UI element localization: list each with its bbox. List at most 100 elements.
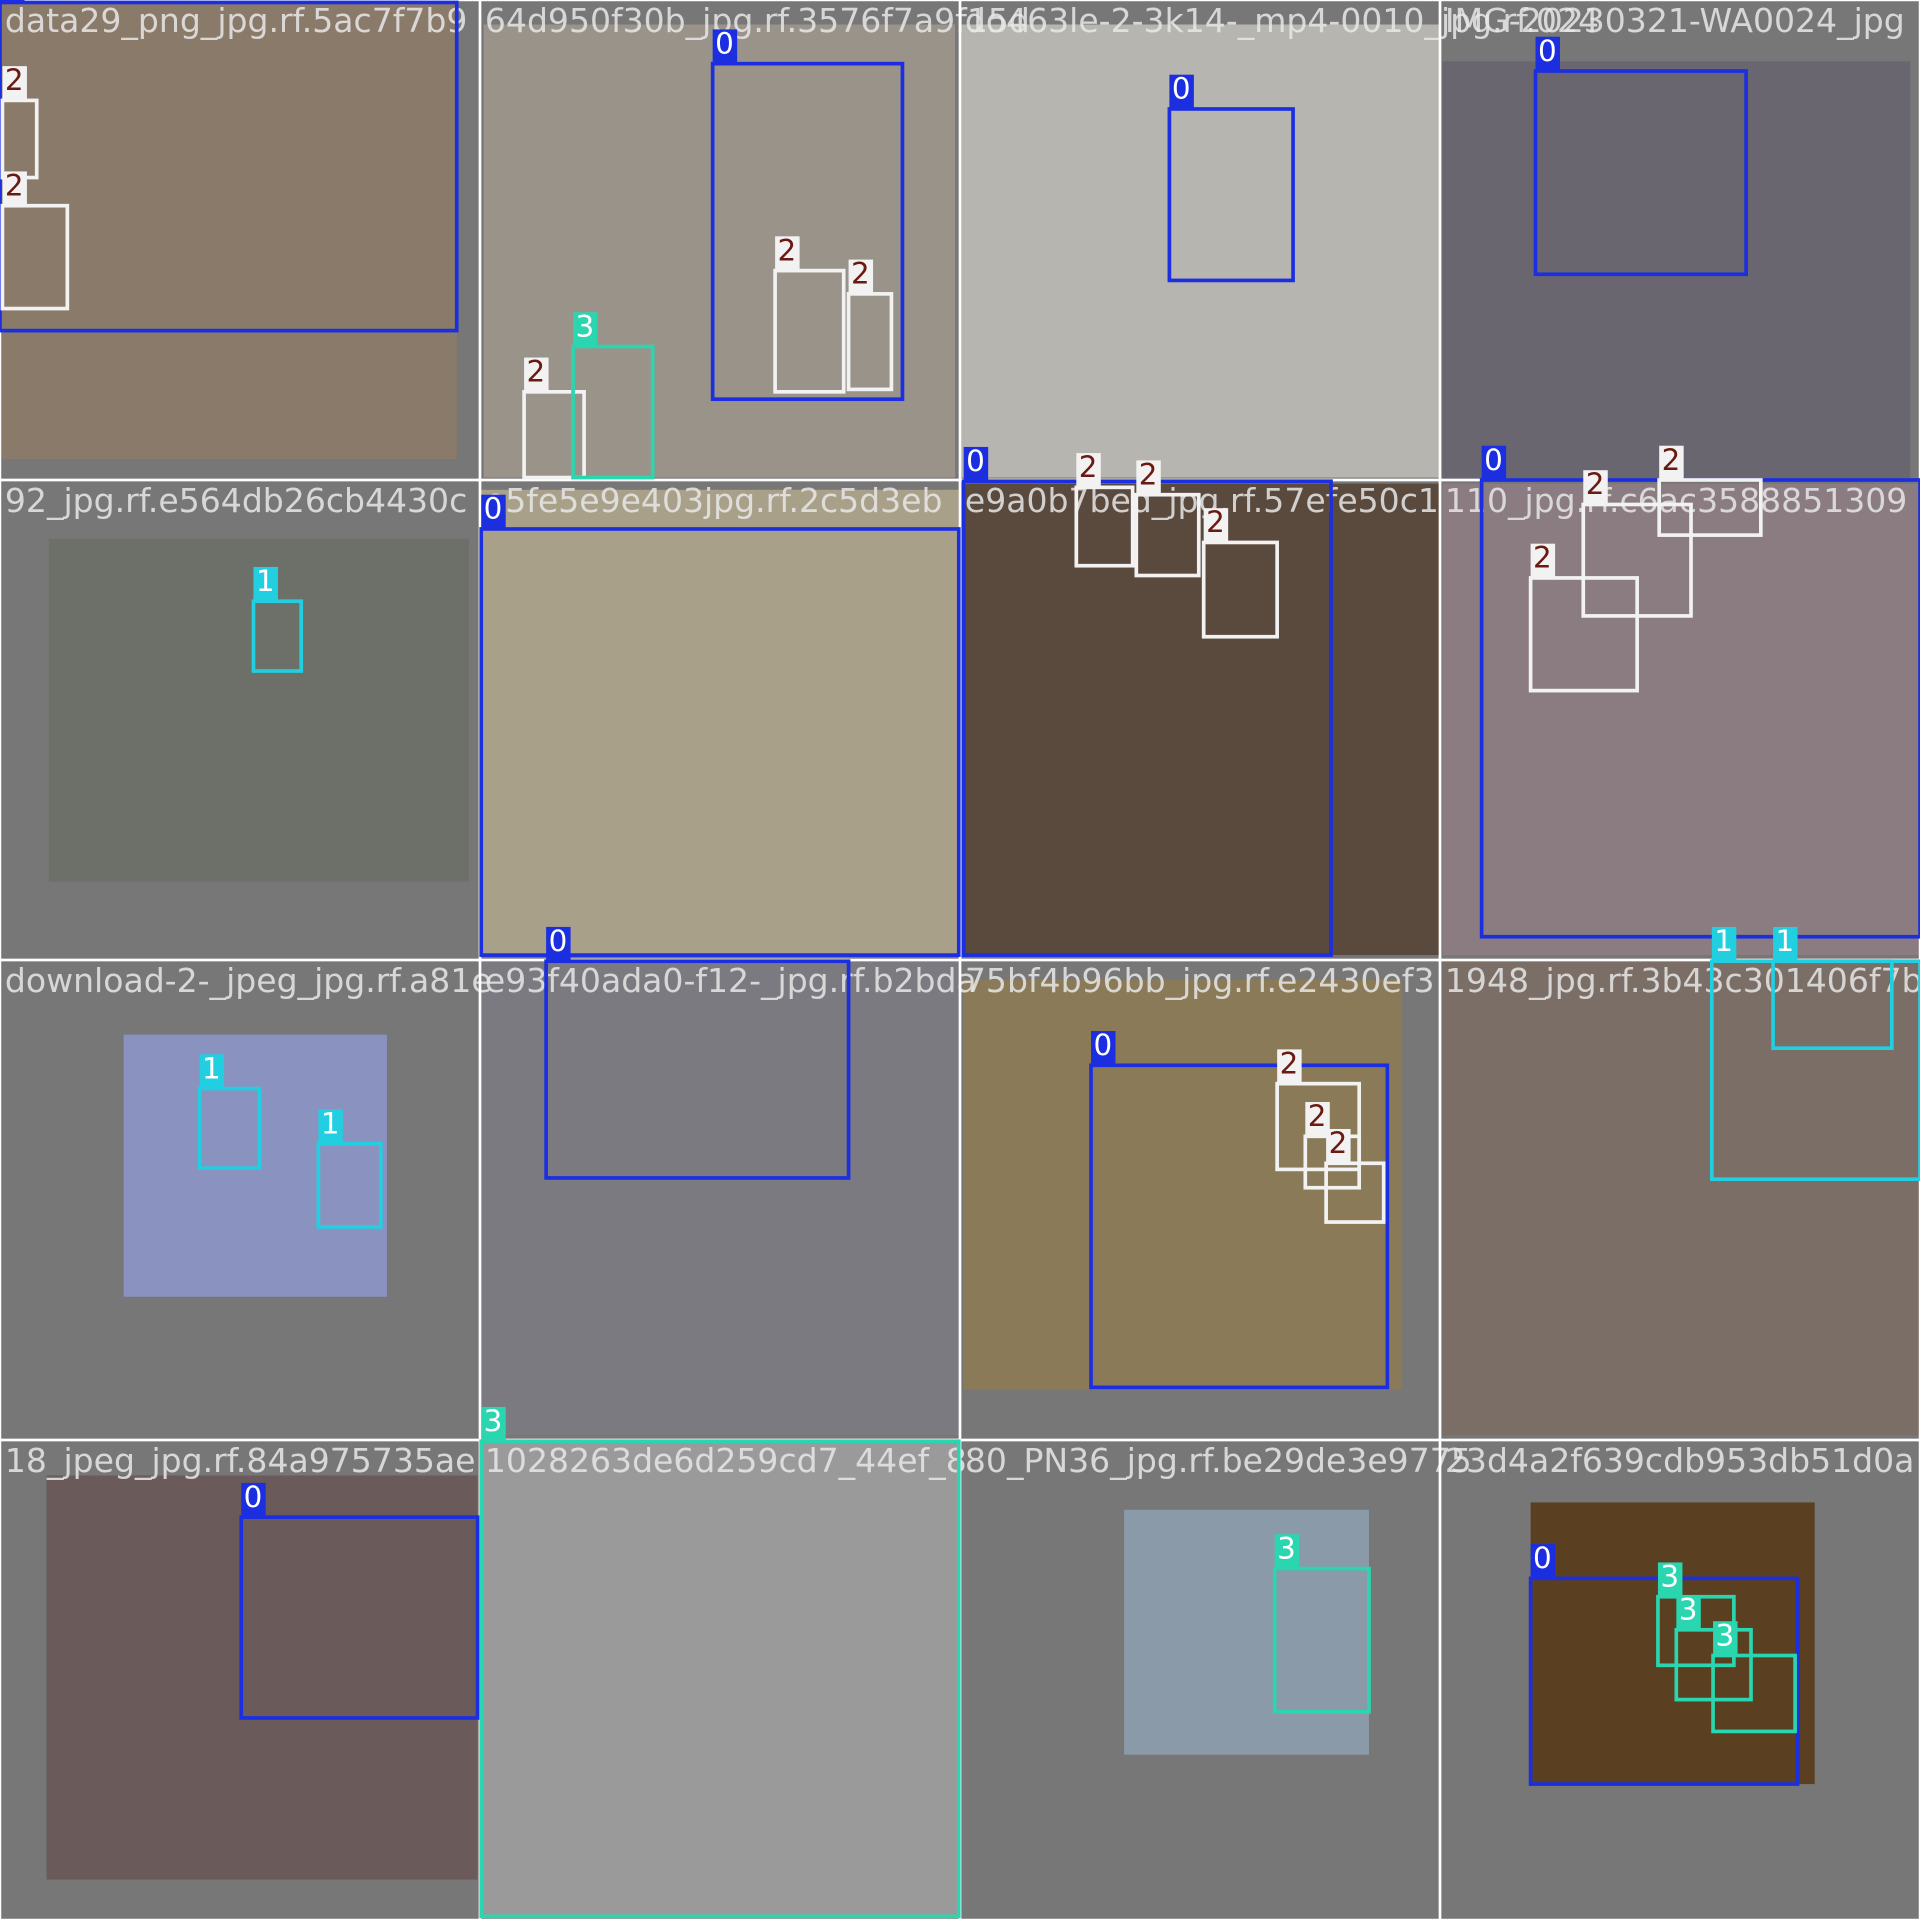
box-label: 3	[1716, 1618, 1735, 1652]
bounding-box	[197, 1086, 262, 1170]
box-label: 2	[1329, 1126, 1348, 1160]
box-label: 1	[321, 1106, 340, 1140]
box-label-bg	[1277, 1049, 1302, 1084]
box-label-bg	[1481, 445, 1507, 480]
bounding-box	[1134, 492, 1201, 578]
filename: 64d950f30b_jpg.rf.3576f7a9f15d	[485, 1, 1030, 40]
box-label-bg	[2, 171, 27, 206]
box-label-bg	[199, 1054, 225, 1089]
bounding-box	[1533, 69, 1748, 277]
box-label: 3	[1660, 1559, 1679, 1593]
filename: 1028263de6d259cd7_44ef_8	[485, 1441, 967, 1480]
tile-border	[1438, 1438, 1920, 1920]
image-region	[1442, 483, 1920, 956]
bounding-box	[1201, 540, 1279, 639]
box-label-bg	[712, 29, 738, 64]
box-label: 2	[527, 355, 546, 389]
image-region	[963, 979, 1403, 1390]
box-label: 3	[576, 309, 595, 343]
filename: e93f40ada0-f12-_jpg.rf.b2bda	[485, 961, 977, 1000]
box-label-bg	[1711, 926, 1737, 962]
filename: IMG-20230321-WA0024_jpg	[1445, 1, 1905, 40]
box-label: 2	[1206, 505, 1225, 539]
box-label: 0	[549, 924, 568, 958]
box-label-bg	[2, 66, 27, 101]
box-label-bg	[1713, 1621, 1738, 1656]
box-label: 2	[1139, 457, 1158, 491]
box-label-bg	[253, 566, 278, 602]
box-label-bg	[481, 1406, 506, 1442]
bounding-box	[0, 0, 459, 333]
box-label-bg	[524, 357, 549, 392]
image-region	[0, 0, 457, 460]
box-label: 2	[5, 168, 24, 202]
box-label-bg	[1676, 1595, 1701, 1630]
image-region	[1530, 1502, 1815, 1785]
box-label: 1	[1714, 924, 1733, 958]
box-label-bg	[1136, 460, 1161, 495]
box-label: 0	[1172, 72, 1191, 106]
box-label-bg	[241, 1482, 266, 1518]
box-label: 2	[5, 63, 24, 97]
box-label: 0	[244, 1480, 263, 1514]
box-label-bg	[1091, 1031, 1116, 1066]
box-label-bg	[1530, 1544, 1556, 1579]
box-label: 3	[1679, 1593, 1698, 1627]
box-label-bg	[1659, 445, 1684, 480]
filename: 110_jpg.rf.c6ac3588851309	[1445, 481, 1907, 520]
box-label: 0	[715, 26, 734, 60]
image-region	[481, 489, 959, 956]
box-label: 2	[1662, 443, 1681, 477]
image-region	[963, 483, 1440, 956]
image-region	[481, 961, 959, 1436]
bounding-box	[571, 344, 655, 480]
box-label: 2	[1533, 541, 1552, 575]
bounding-box	[0, 203, 70, 311]
box-label: 3	[484, 1404, 503, 1438]
bounding-box	[479, 1439, 961, 1919]
bounding-box	[1711, 1653, 1797, 1734]
box-label: 0	[484, 492, 503, 526]
box-label: 2	[1586, 467, 1605, 501]
box-label-bg	[1274, 1534, 1300, 1569]
box-label: 0	[1538, 34, 1557, 68]
box-label-bg	[1530, 543, 1556, 578]
filename: 18_jpeg_jpg.rf.84a975735ae	[5, 1441, 476, 1480]
box-label: 2	[1280, 1046, 1299, 1080]
box-label-bg	[1326, 1128, 1351, 1164]
filename: data29_png_jpg.rf.5ac7f7b9	[5, 1, 468, 40]
filename: do463le-2-3k14-_mp4-0010_jpg.rf.024	[965, 1, 1599, 40]
box-label-bg	[1076, 453, 1101, 488]
bounding-box	[1275, 1081, 1362, 1172]
bounding-box	[544, 959, 851, 1180]
box-label: 3	[1277, 1531, 1296, 1565]
box-label-bg	[1583, 470, 1608, 505]
bounding-box	[316, 1141, 383, 1229]
bounding-box	[1771, 959, 1894, 1050]
filename: download-2-_jpeg_jpg.rf.a81e	[5, 961, 492, 1000]
box-label: 1	[256, 564, 275, 598]
box-label: 2	[1079, 450, 1098, 484]
box-label: 0	[1093, 1028, 1112, 1062]
box-label-bg	[775, 236, 800, 271]
box-label-bg	[963, 446, 989, 482]
image-region	[123, 1034, 387, 1297]
bounding-box	[773, 268, 846, 394]
box-label-bg	[0, 0, 25, 3]
bounding-box	[1657, 478, 1763, 537]
box-label-bg	[546, 926, 571, 962]
image-region	[46, 1475, 478, 1880]
image-region	[481, 1441, 959, 1917]
box-label-bg	[1773, 926, 1798, 962]
bounding-box	[1324, 1161, 1386, 1224]
image-region	[483, 24, 956, 478]
bounding-box	[1272, 1566, 1371, 1714]
image-region	[1442, 961, 1920, 1436]
box-label-bg	[318, 1109, 343, 1144]
filename: 1948_jpg.rf.3b43c301406f7bf0	[1445, 961, 1920, 1000]
filename: e5fe5e9e403jpg.rf.2c5d3eb	[485, 481, 943, 520]
filename: 80_PN36_jpg.rf.be29de3e9775	[965, 1441, 1472, 1480]
filename: 75bf4b96bb_jpg.rf.e2430ef3	[965, 961, 1435, 1000]
bounding-box	[1089, 1063, 1390, 1390]
